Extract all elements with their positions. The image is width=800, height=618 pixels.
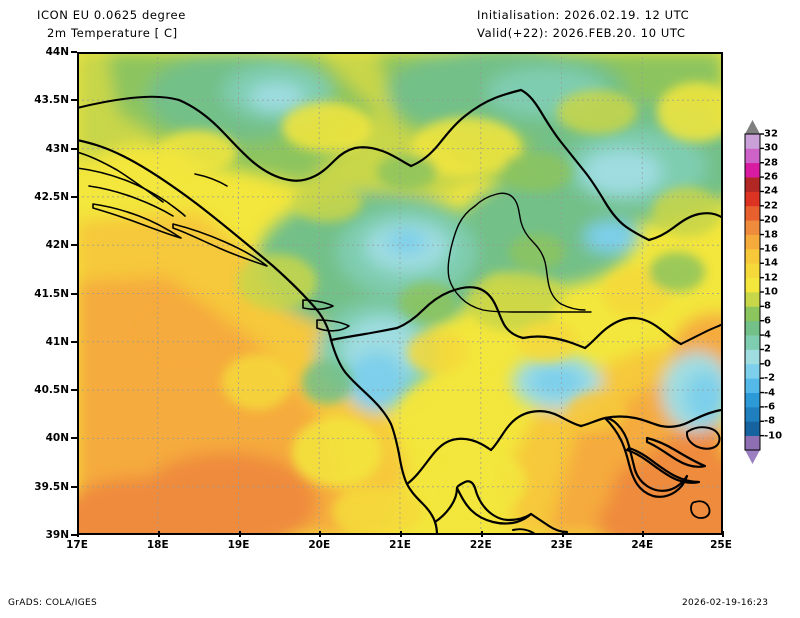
x-tick-label-21e: 21E	[389, 539, 411, 551]
colorbar-cell	[745, 191, 760, 207]
y-tick-label-43-5n: 43.5N	[34, 94, 69, 107]
map-plot-area	[77, 52, 723, 535]
y-tick-label-41n: 41N	[45, 335, 69, 348]
y-tick-mark	[71, 147, 77, 150]
colorbar-cell	[745, 205, 760, 221]
colorbar-tick-label: 4	[764, 329, 771, 341]
colorbar-legend: -10 -8 -6 -4 -2 0 2 4 6 8 10 12 14 16 18 20 22 24 26 28 30 32	[742, 118, 798, 466]
colorbar-tick-label: -2	[764, 372, 776, 384]
y-tick-label-42n: 42N	[45, 239, 69, 252]
valid-time-text: Valid(+22): 2026.FEB.20. 10 UTC	[477, 26, 686, 40]
colorbar-tick-label: 24	[764, 185, 778, 197]
grads-credit: GrADS: COLA/IGES	[8, 598, 97, 608]
colorbar-tick-label: 16	[764, 243, 778, 255]
y-tick-label-39n: 39N	[45, 529, 69, 541]
y-tick-label-43n: 43N	[45, 142, 69, 155]
temperature-field-map	[77, 52, 723, 535]
colorbar-swatches	[744, 120, 764, 464]
colorbar-tick-label: 18	[764, 229, 778, 241]
variable-title: 2m Temperature [ C]	[47, 26, 178, 40]
colorbar-cell	[745, 234, 760, 250]
y-tick-mark	[71, 534, 77, 536]
colorbar-tick-label: 14	[764, 257, 778, 269]
y-tick-mark	[71, 485, 77, 488]
y-tick-label-40n: 40N	[45, 432, 69, 445]
x-tick-mark	[642, 531, 645, 537]
colorbar-cell	[745, 406, 760, 422]
x-tick-label-24e: 24E	[631, 539, 654, 551]
colorbar-cell	[745, 392, 760, 408]
y-tick-mark	[71, 244, 77, 247]
colorbar-tick-label: -10	[764, 430, 783, 442]
colorbar-cell	[745, 248, 760, 264]
y-tick-mark	[71, 340, 77, 343]
colorbar-under-arrow	[745, 450, 760, 464]
colorbar-tick-label: 10	[764, 286, 778, 298]
colorbar-cell	[745, 306, 760, 322]
colorbar-tick-label: -8	[764, 415, 776, 427]
colorbar-tick-label: 32	[764, 128, 778, 140]
colorbar-tick-label: -6	[764, 401, 776, 413]
colorbar-tick-label: 30	[764, 142, 778, 154]
x-tick-label-19e: 19E	[227, 539, 250, 551]
colorbar-tick-label: 12	[764, 272, 778, 284]
colorbar-tick-label: 6	[764, 315, 771, 327]
colorbar-cell	[745, 292, 760, 307]
x-tick-label-22e: 22E	[469, 539, 492, 551]
y-tick-mark	[71, 389, 77, 392]
colorbar-cell	[745, 335, 760, 350]
initialisation-text: Initialisation: 2026.02.19. 12 UTC	[477, 8, 690, 22]
x-tick-mark	[157, 531, 160, 537]
colorbar-cell	[745, 134, 760, 149]
colorbar-cell	[745, 263, 760, 279]
x-tick-mark	[77, 531, 79, 537]
colorbar-tick-label: 20	[764, 214, 778, 226]
colorbar-cell	[745, 277, 760, 293]
y-tick-label-39-5n: 39.5N	[34, 480, 69, 493]
x-tick-mark	[319, 531, 322, 537]
x-tick-mark	[480, 531, 483, 537]
colorbar-cell	[745, 435, 760, 451]
colorbar-tick-label: 2	[764, 343, 771, 355]
map-gridlines	[77, 52, 723, 535]
colorbar-cell	[745, 148, 760, 164]
y-tick-label-42-5n: 42.5N	[34, 190, 69, 203]
colorbar-cell	[745, 363, 760, 379]
colorbar-cell	[745, 378, 760, 393]
x-tick-mark	[722, 531, 724, 537]
colorbar-tick-label: 8	[764, 300, 771, 312]
render-timestamp: 2026-02-19-16:23	[682, 598, 769, 608]
y-tick-mark	[71, 195, 77, 198]
colorbar-over-arrow	[745, 120, 760, 134]
y-tick-mark	[71, 99, 77, 102]
colorbar-tick-label: -4	[764, 387, 776, 399]
y-tick-label-41-5n: 41.5N	[34, 287, 69, 300]
colorbar-cell	[745, 320, 760, 336]
x-tick-label-25e: 25E	[710, 539, 732, 551]
x-tick-mark	[238, 531, 241, 537]
x-tick-label-20e: 20E	[308, 539, 331, 551]
x-tick-label-18e: 18E	[146, 539, 169, 551]
colorbar-tick-label: 22	[764, 200, 778, 212]
colorbar-cell	[745, 177, 760, 192]
colorbar-tick-label: 28	[764, 157, 778, 169]
coastline-and-borders	[77, 88, 723, 535]
y-tick-mark	[71, 51, 77, 53]
colorbar-cell	[745, 349, 760, 365]
x-tick-label-17e: 17E	[66, 539, 88, 551]
x-tick-mark	[561, 531, 564, 537]
colorbar-tick-label: 0	[764, 358, 771, 370]
x-tick-mark	[400, 531, 402, 537]
y-tick-mark	[71, 292, 77, 295]
y-tick-label-40-5n: 40.5N	[34, 384, 69, 397]
colorbar-cell	[745, 421, 760, 437]
y-tick-label-44n: 44N	[45, 46, 69, 58]
colorbar-tick-label: 26	[764, 171, 778, 183]
colorbar-cell	[745, 162, 760, 178]
y-tick-mark	[71, 437, 77, 440]
colorbar-cell	[745, 220, 760, 235]
x-tick-label-23e: 23E	[550, 539, 573, 551]
model-title: ICON EU 0.0625 degree	[37, 8, 186, 22]
